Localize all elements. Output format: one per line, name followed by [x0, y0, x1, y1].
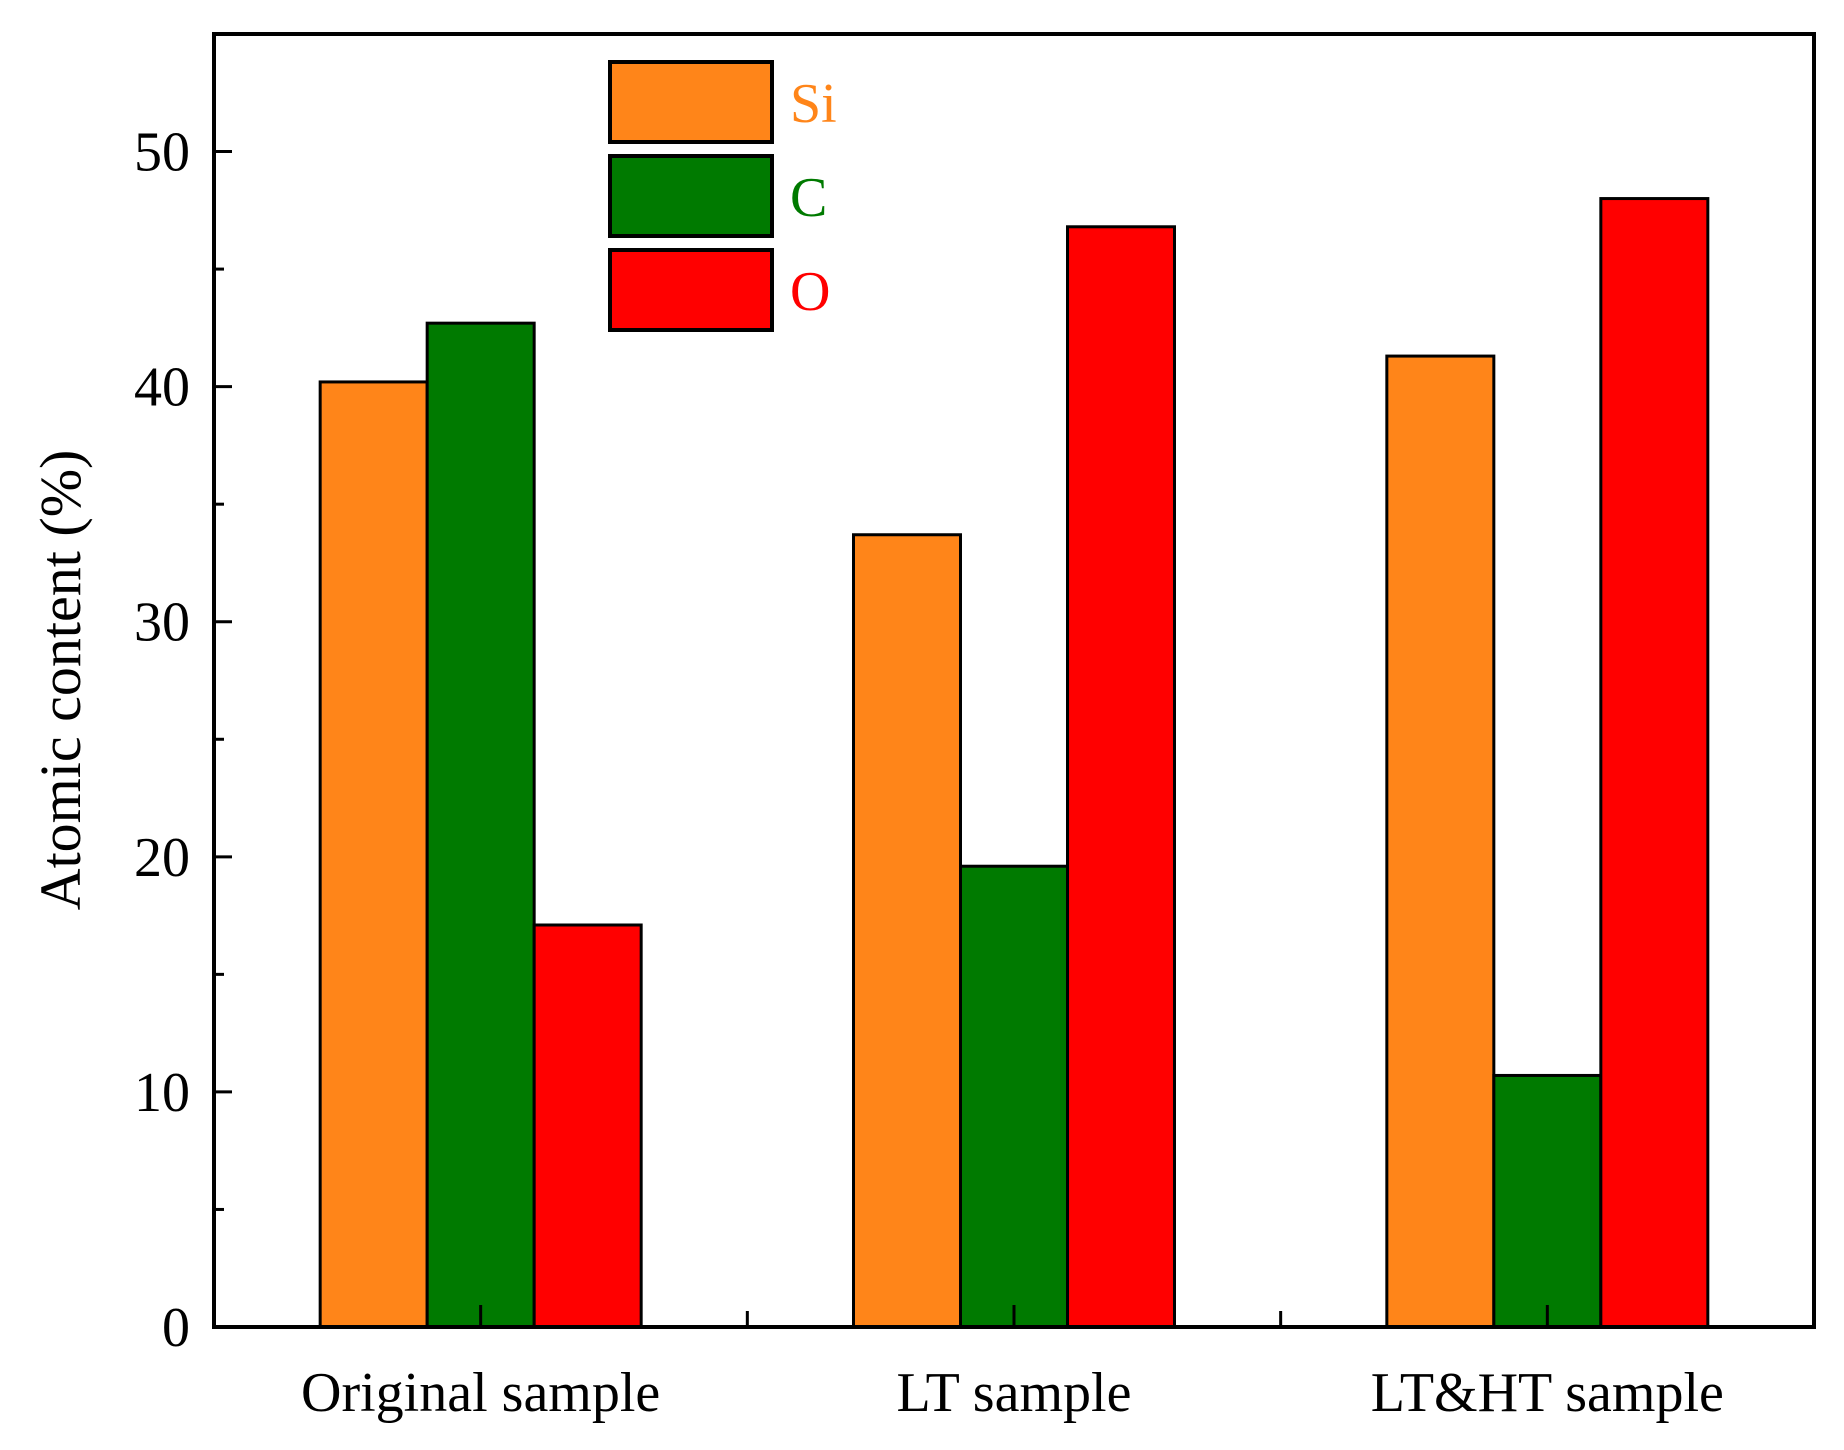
y-tick-label: 30: [134, 592, 190, 654]
legend-label-o: O: [790, 261, 830, 323]
ticks-layer: [214, 32, 1549, 1329]
bar-o-1: [532, 923, 643, 1329]
y-tick-label: 0: [162, 1297, 190, 1359]
x-tick-labels: Original sample LT sample LT&HT sample: [301, 1362, 1724, 1424]
legend: Si CO: [608, 60, 837, 332]
legend-swatch-c: [608, 154, 774, 238]
bar-c-2: [959, 864, 1069, 1329]
y-tick-label: 20: [134, 827, 190, 889]
bar-si-1: [318, 380, 429, 1329]
y-tick-labels: 0 10 20 30 40 50: [134, 122, 190, 1359]
y-tick-label: 10: [134, 1062, 190, 1124]
bar-o-3: [1599, 197, 1710, 1329]
x-tick-label: LT&HT sample: [1371, 1362, 1724, 1424]
x-tick-label: Original sample: [301, 1362, 660, 1424]
bars-layer: [318, 197, 1710, 1329]
bar-si-3: [1385, 354, 1496, 1329]
y-axis-title: Atomic content (%): [28, 450, 93, 911]
legend-swatch-si: [608, 60, 774, 144]
bar-c-3: [1492, 1073, 1603, 1329]
legend-swatch-o: [608, 248, 774, 332]
legend-label-si: Si: [790, 73, 837, 135]
y-tick-label: 50: [134, 122, 190, 184]
bar-c-1: [425, 321, 536, 1329]
bar-o-2: [1066, 225, 1176, 1329]
x-tick-label: LT sample: [897, 1362, 1132, 1424]
y-tick-label: 40: [134, 357, 190, 419]
legend-label-c: C: [790, 167, 827, 229]
bar-si-2: [852, 533, 962, 1329]
